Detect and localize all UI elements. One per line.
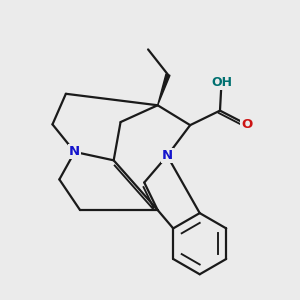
Text: N: N: [162, 149, 173, 162]
Text: OH: OH: [211, 76, 232, 89]
Polygon shape: [158, 74, 170, 105]
Text: O: O: [241, 118, 252, 131]
Text: N: N: [69, 146, 80, 158]
